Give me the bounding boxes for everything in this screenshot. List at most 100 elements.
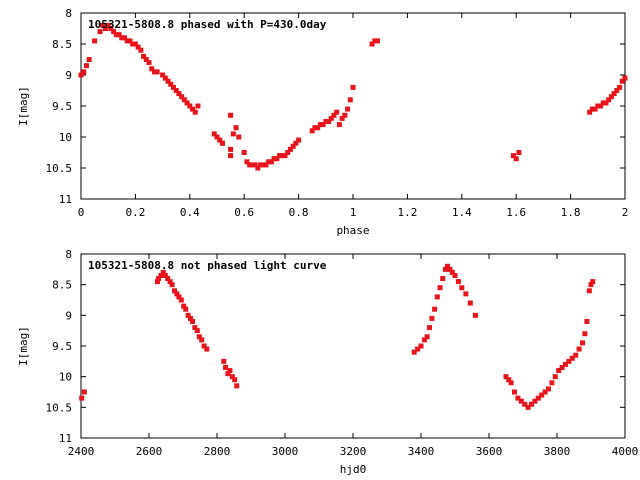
phased-data-point xyxy=(513,156,519,162)
phased-light-curve-panel: 0 0.2 0.4 0.6 0.8 1 1.2 1.4 1.6 1.8 2 8 8.5 9 9.5 10 10.… xyxy=(17,7,628,237)
unphased-data-point xyxy=(421,337,427,343)
phased-data-point xyxy=(83,63,89,69)
phased-data-point xyxy=(211,131,217,137)
phased-data-point xyxy=(214,134,220,140)
phased-data-point xyxy=(165,78,171,84)
phased-x-tick-label: 1.2 xyxy=(397,206,417,219)
phased-data-point xyxy=(176,91,182,97)
unphased-y-tick-label: 10 xyxy=(59,371,72,384)
unphased-data-point xyxy=(467,300,473,306)
phased-y-tick-label: 9 xyxy=(65,69,72,82)
phased-data-points xyxy=(78,22,628,171)
phased-data-point xyxy=(608,94,614,100)
unphased-data-point xyxy=(232,377,238,383)
unphased-x-tick-label: 2600 xyxy=(136,445,163,458)
phased-data-point xyxy=(268,159,274,165)
phased-data-point xyxy=(595,103,601,109)
unphased-data-point xyxy=(532,398,538,404)
unphased-data-point xyxy=(429,315,435,321)
phased-data-point xyxy=(228,112,234,118)
unphased-data-point xyxy=(183,306,189,312)
unphased-data-point xyxy=(234,383,240,389)
phased-data-point xyxy=(617,84,623,90)
phased-y-tick-label: 9.5 xyxy=(52,100,72,113)
phased-data-point xyxy=(138,47,144,53)
unphased-data-point xyxy=(542,389,548,395)
unphased-y-tick-label: 8 xyxy=(65,248,72,261)
phased-data-point xyxy=(190,106,196,112)
unphased-data-point xyxy=(566,358,572,364)
phased-x-tick-label: 0.2 xyxy=(125,206,145,219)
unphased-data-point xyxy=(229,374,235,380)
unphased-data-point xyxy=(194,328,200,334)
phased-data-point xyxy=(350,84,356,90)
phased-data-point xyxy=(309,128,315,134)
unphased-data-point xyxy=(155,279,160,285)
phased-data-point xyxy=(160,72,166,78)
unphased-x-tick-label: 3600 xyxy=(476,445,503,458)
unphased-data-point xyxy=(160,269,166,275)
unphased-data-point xyxy=(584,318,590,324)
phased-data-point xyxy=(116,32,122,38)
phased-data-point xyxy=(285,150,291,155)
phased-data-point xyxy=(266,159,272,165)
phased-data-point xyxy=(592,106,598,112)
phased-x-tick-label: 0 xyxy=(78,206,85,219)
phased-data-point xyxy=(312,125,318,131)
phased-data-point xyxy=(320,122,326,128)
phased-data-point xyxy=(252,162,258,168)
unphased-x-tick-label: 3000 xyxy=(272,445,299,458)
phased-y-tick-label: 8 xyxy=(65,7,72,20)
unphased-data-point xyxy=(506,377,512,383)
unphased-data-point xyxy=(503,374,509,380)
phased-data-point xyxy=(122,35,128,41)
unphased-data-point xyxy=(442,266,448,272)
phased-data-point xyxy=(236,134,242,140)
phased-data-point xyxy=(247,162,253,168)
phased-data-point xyxy=(290,143,296,149)
phased-data-point xyxy=(154,69,160,75)
phased-x-tick-label: 1.8 xyxy=(561,206,581,219)
phased-data-point xyxy=(244,159,250,165)
unphased-data-point xyxy=(515,395,521,401)
phased-data-point xyxy=(181,97,187,103)
unphased-data-point xyxy=(440,276,446,282)
unphased-data-point xyxy=(196,334,202,340)
unphased-data-point xyxy=(199,337,205,343)
unphased-x-axis-label: hjd0 xyxy=(340,463,367,476)
phased-data-point xyxy=(92,38,98,44)
phased-plot-title: 105321-5808.8 phased with P=430.0day xyxy=(88,18,327,31)
unphased-y-tick-label: 8.5 xyxy=(52,279,72,292)
phased-data-point xyxy=(279,153,285,159)
phased-x-tick-label: 0.8 xyxy=(289,206,309,219)
unphased-data-point xyxy=(563,361,568,367)
unphased-data-point xyxy=(424,334,430,340)
phased-data-point xyxy=(102,26,108,31)
phased-data-point xyxy=(345,106,351,112)
phased-data-point xyxy=(622,75,628,81)
phased-data-point xyxy=(510,153,516,159)
phased-data-point xyxy=(287,146,293,152)
unphased-data-point xyxy=(176,294,182,300)
phased-data-point xyxy=(192,109,198,115)
phased-data-point xyxy=(516,150,522,155)
unphased-data-point xyxy=(588,282,594,288)
unphased-data-point xyxy=(185,312,191,318)
phased-data-point xyxy=(263,162,269,168)
unphased-data-point xyxy=(518,398,524,404)
unphased-plot-title: 105321-5808.8 not phased light curve xyxy=(88,259,327,272)
phased-data-point xyxy=(271,156,277,162)
unphased-data-point xyxy=(535,395,541,401)
unphased-data-point xyxy=(539,392,545,398)
unphased-data-point xyxy=(192,325,198,331)
phased-data-point xyxy=(347,97,353,103)
phased-x-tick-label: 2 xyxy=(622,206,629,219)
unphased-data-point xyxy=(580,340,585,346)
phased-y-axis-label: I[mag] xyxy=(17,86,30,126)
phased-data-point xyxy=(105,22,111,28)
phased-axis-ticks: 0 0.2 0.4 0.6 0.8 1 1.2 1.4 1.6 1.8 2 8 8.5 9 9.5 10 10.… xyxy=(46,7,629,219)
unphased-data-point xyxy=(227,368,233,374)
phased-data-point xyxy=(146,60,152,66)
phased-data-point xyxy=(274,156,280,162)
phased-data-point xyxy=(111,29,117,35)
